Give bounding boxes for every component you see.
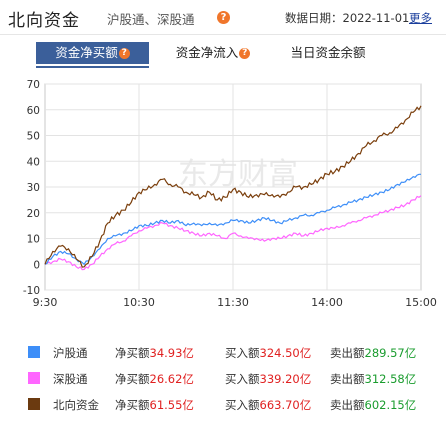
legend-row-north: 北向资金 净买额61.55亿 买入额663.70亿 卖出额602.15亿 xyxy=(8,394,438,414)
chart-grid xyxy=(44,83,422,291)
legend-row-sz: 深股通 净买额26.62亿 买入额339.20亿 卖出额312.58亿 xyxy=(8,368,438,388)
y-tick-label: 40 xyxy=(27,156,40,168)
buy-amount: 买入额663.70亿 xyxy=(225,398,312,412)
tab-net-inflow-label: 资金净流入 xyxy=(175,45,239,60)
series-lines xyxy=(44,105,422,271)
sell-amount: 卖出额602.15亿 xyxy=(330,398,417,412)
panel-subtitle: 沪股通、深股通 xyxy=(107,12,195,27)
net-buy: 净买额61.55亿 xyxy=(115,398,194,412)
question-icon[interactable]: ? xyxy=(118,48,130,59)
y-axis-ticks: 70 60 50 40 30 20 10 0 -10 xyxy=(23,79,40,297)
y-tick-label: 30 xyxy=(27,182,40,194)
more-link[interactable]: 更多 xyxy=(409,11,432,25)
y-tick-label: -10 xyxy=(23,285,40,297)
y-tick-label: 70 xyxy=(27,79,40,91)
tab-balance-label: 当日资金余额 xyxy=(290,45,366,60)
series-line-2 xyxy=(44,105,422,268)
y-tick-label: 50 xyxy=(27,131,40,143)
legend-name: 沪股通 xyxy=(53,346,88,360)
x-tick-label: 10:30 xyxy=(123,296,155,309)
x-tick-label: 14:00 xyxy=(311,296,343,309)
question-icon[interactable]: ? xyxy=(239,48,251,59)
sell-amount: 卖出额289.57亿 xyxy=(330,346,417,360)
x-tick-label: 15:00 xyxy=(405,296,437,309)
buy-amount: 买入额324.50亿 xyxy=(225,346,312,360)
legend-swatch xyxy=(28,372,40,384)
legend-row-sh: 沪股通 净买额34.93亿 买入额324.50亿 卖出额289.57亿 xyxy=(8,342,438,362)
y-tick-label: 60 xyxy=(27,105,40,117)
x-tick-label: 11:30 xyxy=(217,296,249,309)
y-tick-label: 0 xyxy=(33,259,40,271)
legend-swatch xyxy=(28,398,40,410)
series-line-1 xyxy=(44,195,422,271)
legend-name: 北向资金 xyxy=(53,398,99,412)
legend-table: 沪股通 净买额34.93亿 买入额324.50亿 卖出额289.57亿 深股通 … xyxy=(8,338,438,418)
x-axis-ticks: 9:30 10:30 11:30 14:00 15:00 xyxy=(33,296,437,309)
x-tick-label: 9:30 xyxy=(33,296,58,309)
data-date: 数据日期：2022-11-01 xyxy=(285,11,410,25)
panel-title: 北向资金 xyxy=(8,11,80,31)
tab-net-buy[interactable]: 资金净买额? xyxy=(36,42,149,64)
series-line-0 xyxy=(44,173,421,266)
capital-flow-chart[interactable]: 东方财富 70 60 50 40 30 20 10 0 -10 9:30 10:30 11:30 14… xyxy=(0,70,446,310)
tab-bar: 资金净买额? 资金净流入? 当日资金余额 xyxy=(0,40,446,66)
net-buy: 净买额26.62亿 xyxy=(115,372,194,386)
buy-amount: 买入额339.20亿 xyxy=(225,372,312,386)
y-tick-label: 20 xyxy=(27,208,40,220)
legend-name: 深股通 xyxy=(53,372,88,386)
tab-underline xyxy=(36,66,149,68)
net-buy: 净买额34.93亿 xyxy=(115,346,194,360)
sell-amount: 卖出额312.58亿 xyxy=(330,372,417,386)
question-icon[interactable]: ? xyxy=(217,11,230,24)
panel-header: 北向资金 沪股通、深股通 ? 数据日期：2022-11-01 更多 xyxy=(0,0,446,35)
tab-balance[interactable]: 当日资金余额 xyxy=(280,42,376,64)
tab-net-buy-label: 资金净买额 xyxy=(55,45,118,60)
y-tick-label: 10 xyxy=(27,234,40,246)
watermark: 东方财富 xyxy=(178,157,298,192)
legend-swatch xyxy=(28,346,40,358)
tab-net-inflow[interactable]: 资金净流入? xyxy=(163,42,263,64)
